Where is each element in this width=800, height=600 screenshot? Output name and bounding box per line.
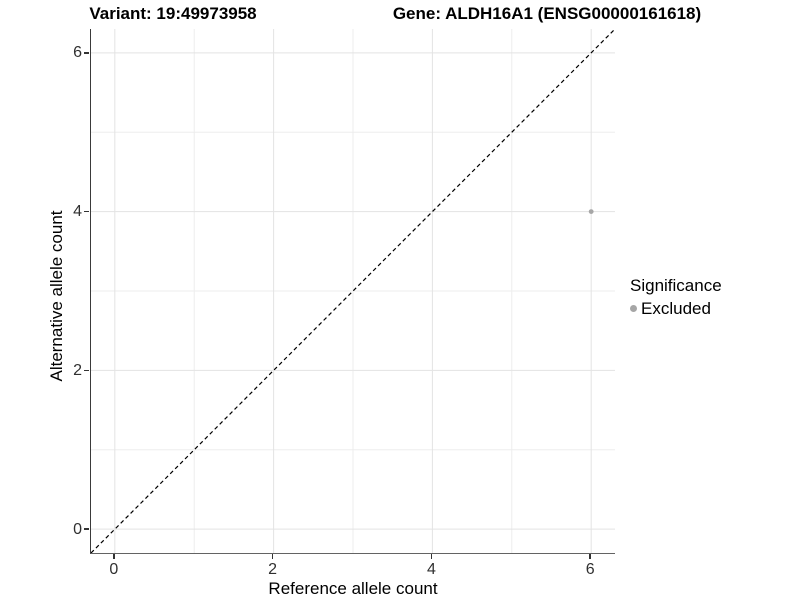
plot-panel (90, 29, 615, 554)
y-tick-label: 6 (73, 44, 82, 62)
identity-reference-line (91, 29, 615, 553)
legend-item-label: Excluded (641, 299, 711, 318)
legend-item: Excluded (630, 298, 722, 319)
x-tick-mark (271, 554, 274, 559)
variant-title: Variant: 19:49973958 (89, 4, 257, 23)
data-point (588, 209, 594, 215)
y-tick-label: 2 (73, 361, 82, 379)
y-tick-mark (84, 210, 89, 213)
x-tick-label: 4 (426, 561, 436, 578)
x-tick-mark (589, 554, 591, 559)
x-tick-label: 2 (268, 561, 278, 578)
x-tick-label: 6 (585, 561, 595, 578)
y-tick-label: 4 (73, 203, 82, 221)
legend: Significance Excluded (630, 275, 722, 319)
y-tick-label: 0 (73, 520, 82, 538)
y-tick-mark (84, 369, 89, 372)
x-tick-label: 0 (109, 561, 119, 578)
x-tick-mark (113, 554, 115, 559)
legend-items: Excluded (630, 298, 722, 319)
plot-area-svg (91, 29, 615, 553)
y-tick-mark (84, 52, 89, 54)
legend-point-icon (630, 305, 637, 312)
y-tick-mark (84, 528, 89, 530)
x-axis-title: Reference allele count (268, 579, 438, 598)
legend-title: Significance (630, 276, 722, 295)
y-axis-title: Alternative allele count (47, 210, 66, 382)
gene-title: Gene: ALDH16A1 (ENSG00000161618) (392, 4, 702, 23)
x-tick-mark (430, 554, 433, 559)
